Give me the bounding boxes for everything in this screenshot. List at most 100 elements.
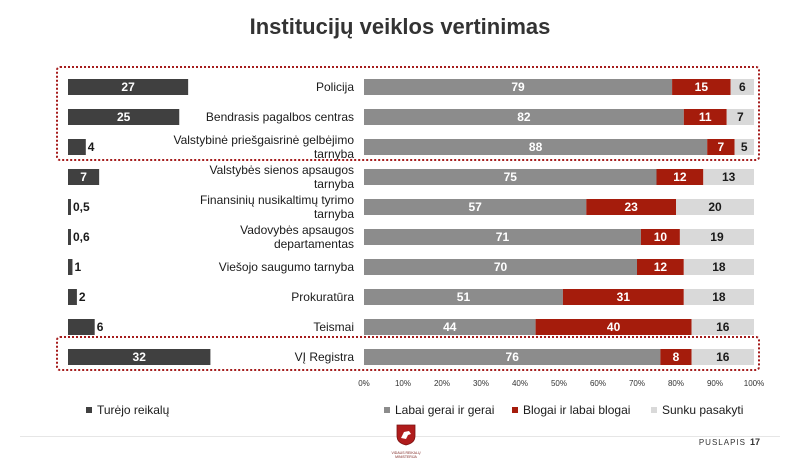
good-bar-label: 75: [504, 170, 518, 184]
good-bar-label: 71: [496, 230, 510, 244]
legend-item-good: Labai gerai ir gerai: [384, 403, 494, 417]
category-label: Valstybės sienos apsaugos: [209, 163, 354, 177]
page-number: PUSLAPIS 17: [699, 437, 760, 447]
legend-label-hard-to-say: Sunku pasakyti: [662, 403, 744, 417]
good-bar: [364, 229, 641, 245]
had-dealings-label: 0,5: [73, 200, 90, 214]
hard-to-say-bar: [683, 289, 754, 305]
x-tick-label: 80%: [668, 379, 684, 388]
bad-bar-label: 11: [699, 110, 712, 124]
hard-to-say-bar: [703, 169, 754, 185]
x-tick-label: 10%: [395, 379, 411, 388]
legend-swatch-hard-to-say: [651, 407, 657, 413]
legend-swatch-had-dealings: [86, 407, 92, 413]
legend-label-good: Labai gerai ir gerai: [395, 403, 495, 417]
x-tick-label: 40%: [512, 379, 528, 388]
had-dealings-bar: [68, 319, 95, 335]
legend-swatch-bad: [512, 407, 518, 413]
bad-bar: [672, 79, 731, 95]
hard-to-say-bar: [679, 229, 754, 245]
hard-to-say-bar-label: 6: [739, 80, 746, 94]
hard-to-say-bar: [691, 319, 754, 335]
hard-to-say-bar: [676, 199, 754, 215]
bad-bar: [637, 259, 684, 275]
ministry-logo: VIDAUS REIKALŲ MINISTERIJA: [388, 424, 424, 459]
hard-to-say-bar-label: 19: [710, 230, 724, 244]
hard-to-say-bar-label: 20: [708, 200, 722, 214]
hard-to-say-bar-label: 16: [716, 350, 730, 364]
x-tick-label: 50%: [551, 379, 567, 388]
had-dealings-label: 1: [74, 260, 81, 274]
good-bar-label: 57: [468, 200, 482, 214]
had-dealings-label: 0,6: [73, 230, 90, 244]
hard-to-say-bar: [726, 109, 754, 125]
good-bar: [364, 139, 708, 155]
had-dealings-label: 2: [79, 290, 86, 304]
hard-to-say-bar-label: 16: [716, 320, 730, 334]
category-label: Viešojo saugumo tarnyba: [219, 260, 355, 274]
category-label: Bendrasis pagalbos centras: [206, 110, 354, 124]
legend-item-had-dealings: Turėjo reikalų: [86, 403, 169, 417]
had-dealings-label: 27: [121, 80, 135, 94]
had-dealings-label: 7: [80, 170, 87, 184]
bad-bar-label: 8: [673, 350, 680, 364]
had-dealings-bar: [68, 79, 189, 95]
hard-to-say-bar-label: 18: [712, 290, 726, 304]
coat-of-arms-icon: [396, 424, 416, 446]
bad-bar: [707, 139, 735, 155]
category-label: Teismai: [313, 320, 354, 334]
had-dealings-bar: [68, 229, 71, 245]
bad-bar-label: 23: [624, 200, 638, 214]
had-dealings-label: 4: [88, 140, 95, 154]
bad-bar-label: 31: [617, 290, 631, 304]
category-label: Finansinių nusikaltimų tyrimo: [200, 193, 354, 207]
good-bar: [364, 259, 637, 275]
good-bar: [364, 199, 587, 215]
bad-bar: [683, 109, 727, 125]
category-label: tarnyba: [314, 207, 354, 221]
x-tick-label: 70%: [629, 379, 645, 388]
good-bar: [364, 169, 657, 185]
bad-bar-label: 12: [673, 170, 687, 184]
page-title: Institucijų veiklos vertinimas: [249, 14, 551, 39]
x-tick-label: 60%: [590, 379, 606, 388]
hard-to-say-bar-label: 7: [737, 110, 744, 124]
bad-bar: [586, 199, 676, 215]
hard-to-say-bar: [691, 349, 754, 365]
had-dealings-bar: [68, 199, 71, 215]
hard-to-say-bar: [734, 139, 754, 155]
bad-bar-label: 10: [654, 230, 668, 244]
good-bar: [364, 289, 563, 305]
had-dealings-label: 6: [97, 320, 104, 334]
good-bar-label: 44: [443, 320, 457, 334]
category-label: tarnyba: [314, 147, 354, 161]
x-tick-label: 90%: [707, 379, 723, 388]
legend-item-bad: Blogai ir labai blogai: [512, 403, 630, 417]
bad-bar: [640, 229, 680, 245]
x-tick-label: 20%: [434, 379, 450, 388]
had-dealings-bar: [68, 109, 180, 125]
hard-to-say-bar: [683, 259, 754, 275]
bad-bar-label: 15: [695, 80, 709, 94]
had-dealings-label: 32: [133, 350, 147, 364]
had-dealings-bar: [68, 169, 100, 185]
x-tick-label: 30%: [473, 379, 489, 388]
good-bar: [364, 109, 684, 125]
category-label: tarnyba: [314, 177, 354, 191]
category-label: Vadovybės apsaugos: [240, 223, 354, 237]
had-dealings-bar: [68, 259, 73, 275]
hard-to-say-bar: [730, 79, 754, 95]
legend-label-bad: Blogai ir labai blogai: [523, 403, 631, 417]
bad-bar: [656, 169, 704, 185]
bad-bar: [660, 349, 692, 365]
category-label: Policija: [316, 80, 354, 94]
bad-bar: [562, 289, 684, 305]
good-bar: [364, 319, 536, 335]
legend-item-hard-to-say: Sunku pasakyti: [651, 403, 743, 417]
had-dealings-bar: [68, 289, 77, 305]
category-label: departamentas: [274, 237, 354, 251]
good-bar-label: 51: [457, 290, 471, 304]
legend-label-had-dealings: Turėjo reikalų: [97, 403, 170, 417]
hard-to-say-bar-label: 18: [712, 260, 726, 274]
had-dealings-bar: [68, 349, 211, 365]
